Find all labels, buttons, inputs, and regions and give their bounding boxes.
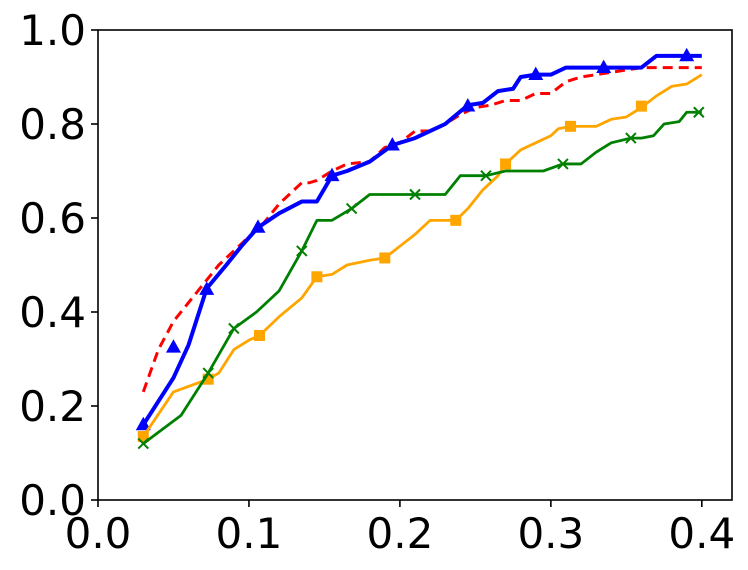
data-point-triangle: [596, 59, 612, 73]
data-point-square: [311, 271, 323, 283]
series-2: [137, 73, 703, 443]
data-point-x: [296, 245, 308, 257]
axes: 0.0 0.1 0.2 0.3 0.4 0.0 0.2 0.4 0.6 0.8 1.0: [19, 6, 735, 558]
series-line: [142, 110, 702, 445]
data-point-x: [345, 202, 358, 215]
data-point-square: [500, 158, 512, 170]
data-point-x: [557, 158, 569, 170]
data-point-triangle: [384, 137, 400, 151]
y-tick-label: 0.6: [19, 194, 86, 243]
data-point-x: [693, 106, 705, 118]
x-tick-label: 0.0: [65, 509, 132, 558]
data-point-x: [228, 322, 240, 335]
data-point-square: [450, 214, 462, 226]
data-point-triangle: [199, 281, 215, 295]
series-3: [137, 106, 705, 450]
data-point-square: [564, 120, 576, 132]
data-point-triangle: [165, 339, 181, 353]
data-point-x: [480, 169, 492, 182]
data-point-triangle: [135, 416, 151, 431]
x-tick-label: 0.3: [517, 509, 584, 558]
series-1: [135, 47, 702, 431]
data-point-triangle: [250, 219, 266, 233]
x-tick-label: 0.4: [668, 509, 735, 558]
y-tick-label: 1.0: [19, 6, 86, 55]
data-point-x: [409, 188, 421, 201]
plot-area: [98, 30, 732, 500]
data-point-x: [137, 437, 149, 450]
x-tick-label: 0.2: [367, 509, 434, 558]
series-layer: [135, 47, 705, 450]
x-tick-label: 0.1: [216, 509, 283, 558]
data-point-square: [137, 431, 149, 443]
data-point-x: [202, 367, 214, 379]
data-point-square: [254, 330, 266, 341]
y-tick-label: 0.0: [19, 476, 86, 525]
data-point-square: [379, 252, 391, 264]
data-point-x: [625, 132, 637, 144]
data-point-triangle: [528, 66, 544, 81]
data-point-square: [202, 373, 214, 385]
data-point-triangle: [679, 47, 695, 62]
series-line: [141, 53, 702, 426]
data-point-triangle: [324, 167, 340, 182]
data-point-triangle: [460, 98, 476, 112]
data-point-square: [635, 100, 647, 112]
plot-frame: [97, 29, 733, 501]
plot-background: [98, 30, 732, 500]
y-tick-label: 0.4: [19, 288, 86, 337]
y-tick-label: 0.8: [19, 100, 86, 149]
y-tick-label: 0.2: [19, 382, 86, 431]
